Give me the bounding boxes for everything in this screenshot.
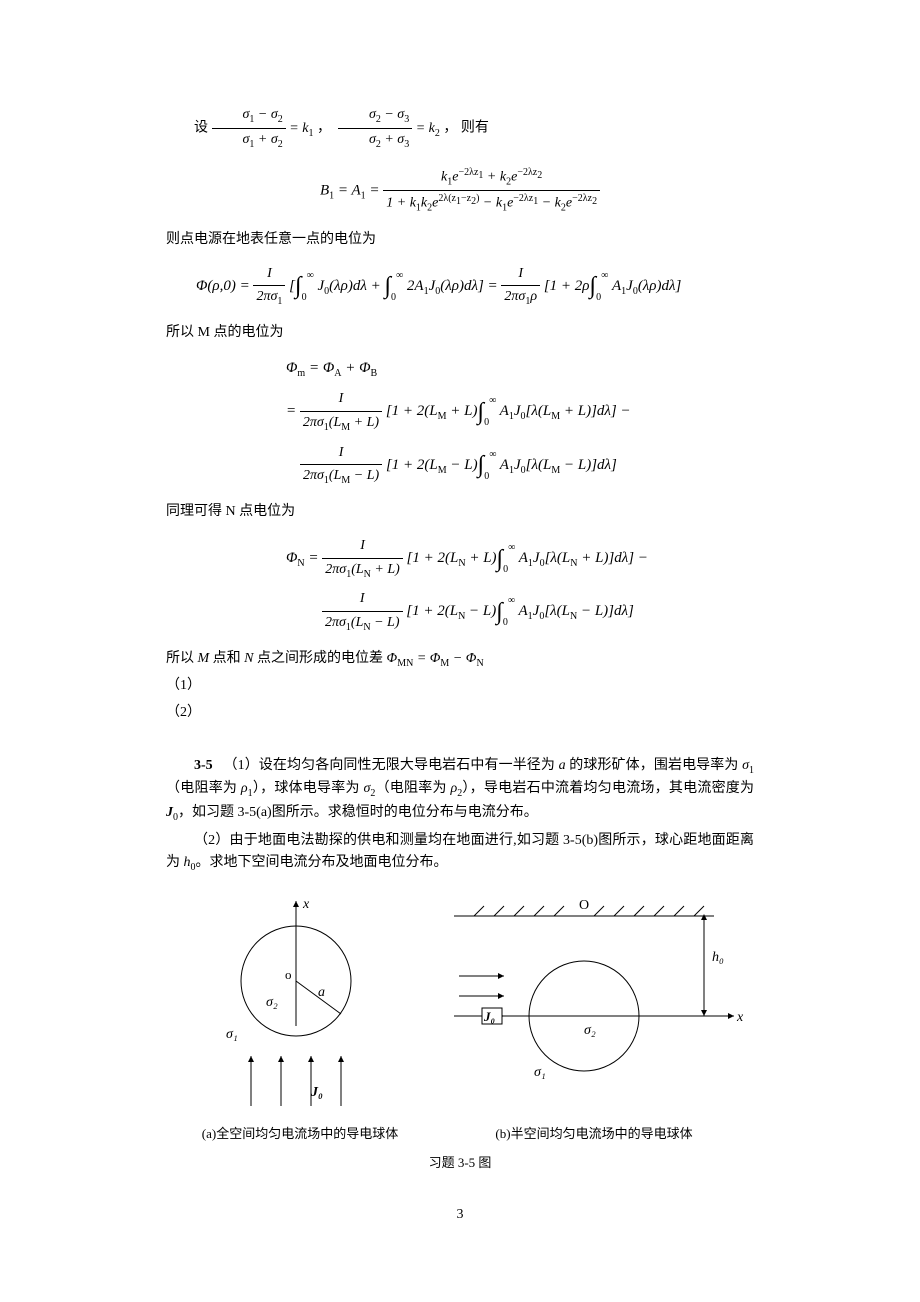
equation-phi-m: Φm = ΦA + ΦB = I2πσ1(LM + L) [1 + 2(LM +… xyxy=(166,356,754,488)
caption-b: (b)半空间均匀电流场中的导电球体 xyxy=(434,1124,754,1145)
label-sigma2: σ₂ xyxy=(266,995,278,1010)
label-J0-b: J₀ xyxy=(483,1009,495,1024)
label-sigma1: σ₁ xyxy=(226,1027,238,1042)
page-number: 3 xyxy=(166,1204,754,1226)
equation-phi-rho0: Φ(ρ,0) = I2πσ1 [∫0∞ J0(λρ)dλ + ∫0∞ 2A1J0… xyxy=(166,263,754,310)
suffix: ， 则有 xyxy=(443,121,489,136)
text-MN: 所以 M 点和 N 点之间形成的电位差 ΦMN = ΦM − ΦN xyxy=(166,648,754,672)
problem-3-5-part1: 3-5 （1）设在均匀各向同性无限大导电岩石中有一半径为 a 的球形矿体，围岩电… xyxy=(166,755,754,826)
label-J0: J₀ xyxy=(310,1085,323,1100)
text-N: 同理可得 N 点电位为 xyxy=(166,501,754,523)
label-sigma2-b: σ₂ xyxy=(584,1023,596,1038)
label-O: O xyxy=(579,898,589,913)
figure-b-svg: O x σ₂ σ₁ h₀ J₀ xyxy=(434,896,754,1116)
main-caption: 习题 3-5 图 xyxy=(166,1153,754,1174)
prefix: 设 xyxy=(194,121,208,136)
caption-a: (a)全空间均匀电流场中的导电球体 xyxy=(166,1124,434,1145)
item-2: （2） xyxy=(166,702,754,724)
label-h0: h₀ xyxy=(712,950,724,965)
k2-frac: σ2 − σ3σ2 + σ3 = k2 xyxy=(338,121,443,136)
line-k-definitions: 设 σ1 − σ2σ1 + σ2 = k1 ， σ2 − σ3σ2 + σ3 =… xyxy=(166,104,754,153)
figure-a-panel: x o a σ₂ σ₁ J₀ (a)全空间均匀电流场中的导电球体 xyxy=(166,896,434,1145)
text-surface: 则点电源在地表任意一点的电位为 xyxy=(166,229,754,251)
figure-container: x o a σ₂ σ₁ J₀ (a)全空间均匀电流场中的导电球体 xyxy=(166,896,754,1145)
equation-phi-n: ΦN = I2πσ1(LN + L) [1 + 2(LN + L)∫0∞ A1J… xyxy=(166,535,754,635)
label-sigma1-b: σ₁ xyxy=(534,1065,546,1080)
problem-3-5-part2: （2）由于地面电法勘探的供电和测量均在地面进行,如习题 3-5(b)图所示，球心… xyxy=(166,830,754,876)
label-o: o xyxy=(285,967,292,982)
k1-frac: σ1 − σ2σ1 + σ2 = k1 xyxy=(212,121,317,136)
figure-b-panel: O x σ₂ σ₁ h₀ J₀ (b)半空间均匀电流场中的导电球体 xyxy=(434,896,754,1145)
figure-a-svg: x o a σ₂ σ₁ J₀ xyxy=(166,896,406,1116)
item-1: （1） xyxy=(166,675,754,697)
label-x: x xyxy=(302,897,310,912)
problem-label: 3-5 xyxy=(194,758,213,773)
label-a: a xyxy=(318,985,325,1000)
equation-B1: B1 = A1 = k1e−2λz1 + k2e−2λz2 1 + k1k2e2… xyxy=(166,165,754,217)
text-M: 所以 M 点的电位为 xyxy=(166,322,754,344)
label-x-b: x xyxy=(736,1010,744,1025)
